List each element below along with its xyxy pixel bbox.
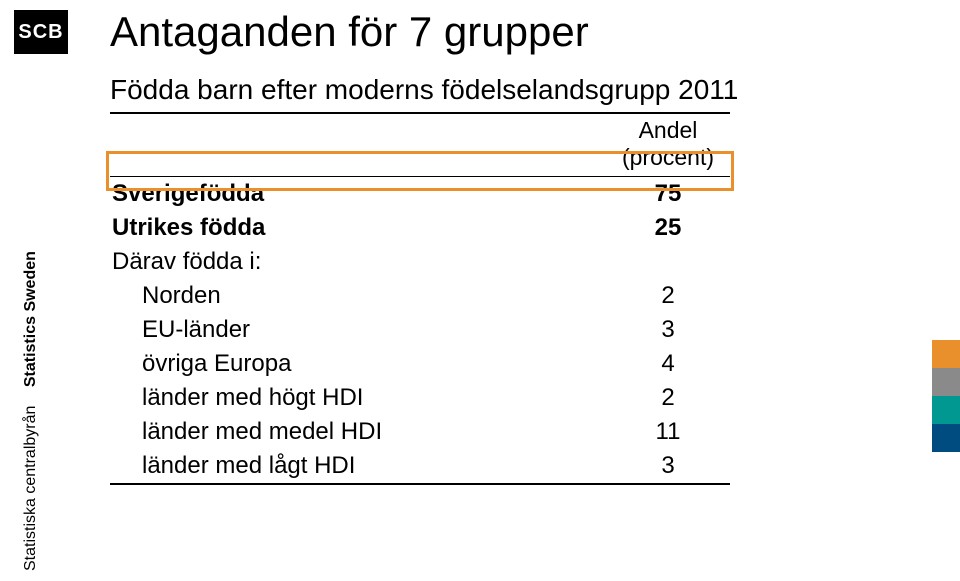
table-row: länder med medel HDI11 xyxy=(110,415,730,449)
org-name-en: Statistics Sweden xyxy=(22,251,39,387)
table-row-label: länder med lågt HDI xyxy=(112,452,608,480)
table-row-value: 4 xyxy=(608,350,728,378)
page-subtitle: Födda barn efter moderns födelselandsgru… xyxy=(110,74,920,106)
table-row-label: Utrikes födda xyxy=(112,214,608,242)
scb-logo-text: SCB xyxy=(18,21,63,44)
color-swatches xyxy=(932,340,960,452)
table-row-value: 25 xyxy=(608,214,728,242)
table-row: Utrikes födda25 xyxy=(110,211,730,245)
table-row-value: 3 xyxy=(608,452,728,480)
table-row-label: länder med medel HDI xyxy=(112,418,608,446)
table-body: Sverigefödda75Utrikes födda25Därav födda… xyxy=(110,177,730,483)
org-name-sv: Statistiska centralbyrån xyxy=(22,406,39,571)
color-swatch xyxy=(932,340,960,368)
color-swatch xyxy=(932,424,960,452)
data-table: Andel (procent) Sverigefödda75Utrikes fö… xyxy=(110,112,730,485)
table-row: EU-länder3 xyxy=(110,313,730,347)
sidebar: SCB Statistiska centralbyrån Statistics … xyxy=(0,0,80,581)
table-header-row: Andel (procent) xyxy=(110,114,730,174)
table-row: länder med lågt HDI3 xyxy=(110,449,730,483)
table-row-label: Sverigefödda xyxy=(112,180,608,208)
slide-content: Antaganden för 7 grupper Födda barn efte… xyxy=(110,0,920,485)
table-row: övriga Europa4 xyxy=(110,347,730,381)
table-row-value: 75 xyxy=(608,180,728,208)
table-row-value: 2 xyxy=(608,384,728,412)
page-title: Antaganden för 7 grupper xyxy=(110,8,920,56)
table-row-label: EU-länder xyxy=(112,316,608,344)
table-row-value: 2 xyxy=(608,282,728,310)
table-row: Norden2 xyxy=(110,279,730,313)
color-swatch xyxy=(932,396,960,424)
table-row-value: 3 xyxy=(608,316,728,344)
scb-logo: SCB xyxy=(14,10,68,54)
table-row-value: 11 xyxy=(608,418,728,446)
table-row-label: Därav födda i: xyxy=(112,248,608,276)
table-row: länder med högt HDI2 xyxy=(110,381,730,415)
table-row-label: länder med högt HDI xyxy=(112,384,608,412)
table-row-label: Norden xyxy=(112,282,608,310)
table-row: Sverigefödda75 xyxy=(110,177,730,211)
table-header-value: Andel (procent) xyxy=(608,117,728,171)
color-swatch xyxy=(932,368,960,396)
sidebar-vertical-text: Statistiska centralbyrån Statistics Swed… xyxy=(22,251,40,571)
table-row: Därav födda i: xyxy=(110,245,730,279)
table-row-label: övriga Europa xyxy=(112,350,608,378)
